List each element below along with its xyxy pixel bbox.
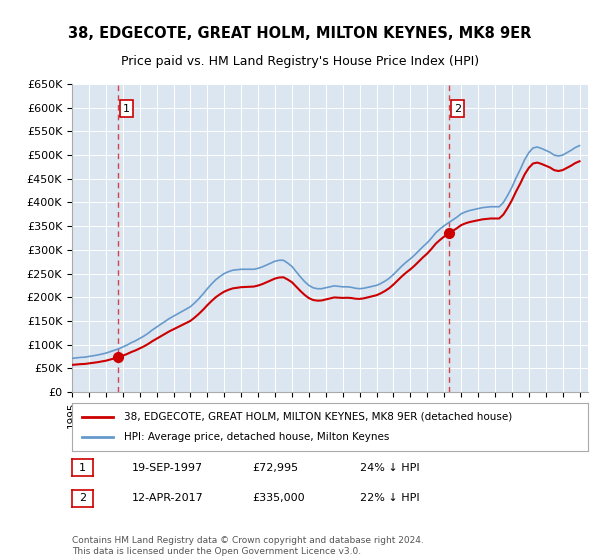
Text: 2: 2 — [454, 104, 461, 114]
Text: Price paid vs. HM Land Registry's House Price Index (HPI): Price paid vs. HM Land Registry's House … — [121, 55, 479, 68]
Text: Contains HM Land Registry data © Crown copyright and database right 2024.
This d: Contains HM Land Registry data © Crown c… — [72, 536, 424, 556]
Text: 1: 1 — [79, 463, 86, 473]
Text: £335,000: £335,000 — [252, 493, 305, 503]
Text: 1: 1 — [123, 104, 130, 114]
Text: 38, EDGECOTE, GREAT HOLM, MILTON KEYNES, MK8 9ER (detached house): 38, EDGECOTE, GREAT HOLM, MILTON KEYNES,… — [124, 412, 512, 422]
Text: 24% ↓ HPI: 24% ↓ HPI — [360, 463, 419, 473]
Text: 38, EDGECOTE, GREAT HOLM, MILTON KEYNES, MK8 9ER: 38, EDGECOTE, GREAT HOLM, MILTON KEYNES,… — [68, 26, 532, 41]
Text: £72,995: £72,995 — [252, 463, 298, 473]
Text: 12-APR-2017: 12-APR-2017 — [132, 493, 204, 503]
Text: 22% ↓ HPI: 22% ↓ HPI — [360, 493, 419, 503]
Text: HPI: Average price, detached house, Milton Keynes: HPI: Average price, detached house, Milt… — [124, 432, 389, 442]
Text: 19-SEP-1997: 19-SEP-1997 — [132, 463, 203, 473]
Text: 2: 2 — [79, 493, 86, 503]
